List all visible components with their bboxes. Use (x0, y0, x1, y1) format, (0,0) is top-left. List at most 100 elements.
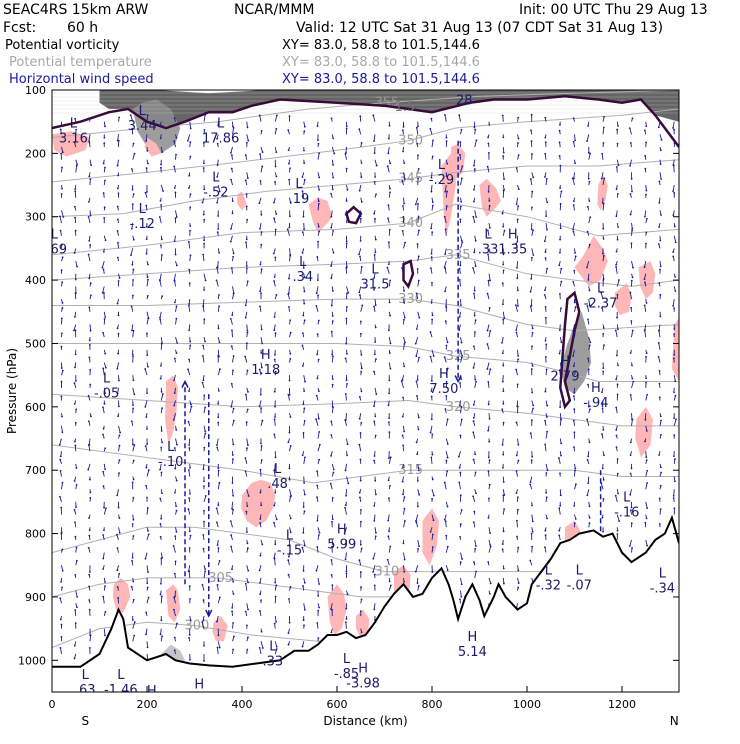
wind-vector-head (672, 256, 674, 258)
wind-vector-head (388, 479, 390, 481)
wind-vector (375, 299, 376, 305)
wind-vector-head (532, 404, 534, 406)
wind-vector-head (246, 193, 248, 195)
wind-vector-head (174, 187, 176, 189)
wind-vector-head (317, 333, 319, 335)
wind-vector-head (530, 306, 532, 308)
wind-vector-head (189, 585, 191, 587)
wind-vector-head (145, 416, 147, 418)
wind-vector (261, 337, 262, 343)
wind-vector (204, 115, 205, 122)
wind-vector-head (74, 658, 76, 660)
x-tick-label: 600 (327, 698, 348, 711)
wind-vector-head (346, 454, 348, 456)
wind-vector-head (62, 151, 64, 153)
extremum-type: H (261, 348, 271, 363)
wind-vector-head (472, 495, 474, 497)
wind-vector (503, 172, 504, 179)
wind-vector-head (433, 495, 435, 497)
wind-vector-head (646, 302, 648, 304)
wind-vector-head (76, 560, 78, 562)
wind-vector-head (174, 573, 176, 575)
extremum-type: L (659, 567, 667, 582)
wind-vector (375, 160, 377, 166)
wind-vector-head (74, 403, 76, 405)
wind-vector-head (573, 270, 575, 272)
wind-vector-head (473, 165, 475, 167)
theta-contour-label: 350 (398, 134, 423, 149)
wind-vector (203, 356, 204, 363)
y-tick-label: 900 (25, 591, 46, 604)
wind-vector-head (90, 282, 92, 284)
wind-vector-head (502, 444, 504, 446)
field-coords: XY= 83.0, 58.8 to 101.5,144.6 (282, 38, 480, 53)
wind-vector-head (632, 330, 634, 332)
wind-vector (119, 426, 121, 433)
wind-vector (389, 362, 390, 368)
wind-vector-head (146, 167, 148, 169)
wind-vector-head (131, 586, 133, 588)
wind-vector-head (217, 231, 219, 233)
wind-vector (487, 362, 489, 368)
wind-vector-head (587, 318, 589, 320)
wind-vector-head (630, 214, 632, 216)
wind-vector-head (674, 226, 676, 228)
wind-vector-head (559, 165, 561, 167)
wind-vector-head (61, 549, 63, 551)
wind-vector (204, 274, 206, 281)
wind-vector-head (603, 454, 605, 456)
wind-vector-head (118, 517, 120, 519)
wind-vector-head (304, 609, 306, 611)
wind-vector-head (233, 252, 235, 254)
wind-vector-head (331, 631, 333, 633)
wind-vector-head (74, 316, 76, 318)
wind-vector-head (217, 355, 219, 357)
wind-vector-head (162, 393, 164, 395)
wind-vector-head (59, 216, 61, 218)
wind-vector-head (559, 505, 561, 507)
wind-vector-head (488, 200, 490, 202)
wind-vector (76, 591, 77, 597)
wind-vector-head (387, 152, 389, 154)
wind-vector-head (373, 140, 375, 142)
wind-vector-head (261, 268, 263, 270)
wind-vector-head (60, 619, 62, 621)
wind-vector-head (474, 379, 476, 381)
wind-vector-head (602, 333, 604, 335)
wind-vector-head (316, 546, 318, 548)
wind-vector-head (287, 293, 289, 295)
wind-vector-head (545, 534, 547, 536)
wind-vector-head (516, 536, 518, 538)
wind-vector-head (360, 480, 362, 482)
wind-vector-head (517, 117, 519, 119)
extremum-value: .48 (267, 477, 288, 492)
wind-vector-head (161, 472, 163, 474)
wind-vector-head (418, 470, 420, 472)
wind-vector-head (104, 316, 106, 318)
wind-vector-head (160, 137, 162, 139)
wind-vector-head (445, 137, 447, 139)
extremum-marker: L-.52 (203, 171, 228, 201)
wind-vector-head (673, 357, 675, 359)
wind-vector-head (347, 482, 349, 484)
wind-vector-head (61, 346, 63, 348)
wind-vector-head (616, 251, 618, 253)
wind-vector-head (89, 142, 91, 144)
wind-vector-head (360, 371, 362, 373)
wind-vector-head (644, 278, 646, 280)
wind-vector-head (244, 356, 246, 358)
wind-vector-head (418, 357, 420, 359)
wind-vector-head (233, 636, 235, 638)
wind-vector (316, 419, 318, 426)
wind-vector-head (259, 522, 261, 524)
wind-vector-head (188, 637, 190, 639)
wind-vector-head (203, 521, 205, 523)
wind-vector-head (290, 416, 292, 418)
wind-vector-head (247, 127, 249, 129)
wind-vector-head (89, 178, 91, 180)
wind-vector (145, 369, 147, 375)
wind-vector-head (646, 430, 648, 432)
wind-vector-head (133, 519, 135, 521)
wind-vector (89, 439, 90, 445)
